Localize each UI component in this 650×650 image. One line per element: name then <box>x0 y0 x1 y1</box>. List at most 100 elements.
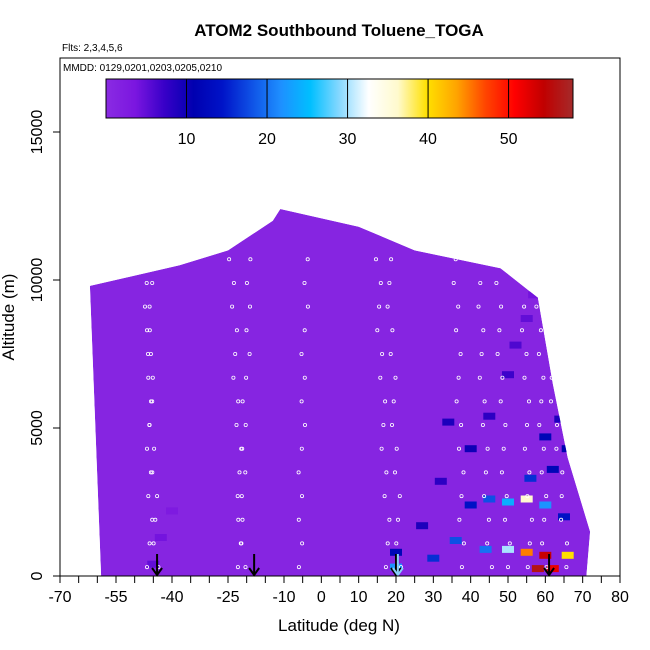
surface-marker-arrow <box>543 554 555 577</box>
sample-point <box>146 375 151 380</box>
sample-point <box>542 517 547 522</box>
sample-point <box>549 399 554 404</box>
sample-point <box>394 446 399 451</box>
surface-marker-arrow <box>392 554 404 577</box>
sample-point <box>150 375 155 380</box>
curtain-cell <box>558 513 570 521</box>
sample-point <box>564 565 569 570</box>
sample-point <box>482 494 487 499</box>
sample-point <box>544 328 549 333</box>
sample-point <box>148 399 153 404</box>
y-tick-label: 10000 <box>29 258 46 303</box>
sample-point <box>480 422 485 427</box>
x-axis-label: Latitude (deg N) <box>278 616 400 635</box>
sample-point <box>231 280 236 285</box>
sample-point <box>147 541 152 546</box>
sample-point <box>152 446 157 451</box>
sample-point <box>296 565 301 570</box>
sample-point <box>234 328 239 333</box>
sample-point <box>393 375 398 380</box>
colorbar: 10 20 30 40 50 <box>105 78 574 148</box>
sample-point <box>519 257 524 262</box>
curtain-cell <box>464 501 477 509</box>
x-tick-label: 0 <box>317 589 326 606</box>
sample-point <box>247 304 252 309</box>
curtain-cell <box>479 545 492 553</box>
sample-point <box>230 304 235 309</box>
y-tick-label: 15000 <box>29 110 46 155</box>
sample-point <box>507 541 512 546</box>
chart-title: ATOM2 Southbound Toluene_TOGA <box>194 21 484 40</box>
sample-point <box>144 280 149 285</box>
sample-point <box>148 470 153 475</box>
sample-point <box>477 375 482 380</box>
sample-point <box>239 494 244 499</box>
sample-point <box>489 565 494 570</box>
sample-point <box>302 375 307 380</box>
curtain-cell <box>483 495 496 503</box>
sample-point <box>383 399 388 404</box>
sample-point <box>536 280 541 285</box>
sample-point <box>536 351 541 356</box>
sample-point <box>565 541 570 546</box>
sample-point <box>144 565 149 570</box>
curtain-cell <box>539 551 552 559</box>
sample-point <box>550 351 555 356</box>
sample-point <box>559 494 564 499</box>
y-tick-label: 5000 <box>29 410 46 446</box>
sample-point <box>233 351 238 356</box>
curtain-cell <box>502 545 514 553</box>
sample-point <box>555 422 560 427</box>
sample-point <box>502 517 507 522</box>
sample-point <box>243 565 248 570</box>
sample-point <box>527 399 532 404</box>
sample-point <box>541 375 546 380</box>
sample-point <box>385 304 390 309</box>
sample-point <box>244 328 249 333</box>
sample-point <box>243 422 248 427</box>
sample-point <box>524 280 529 285</box>
sample-point <box>150 399 155 404</box>
sample-point <box>499 470 504 475</box>
sample-point <box>300 541 305 546</box>
sample-point <box>494 280 499 285</box>
sample-point <box>373 257 378 262</box>
sample-point <box>142 304 147 309</box>
sample-point <box>459 422 464 427</box>
sample-point <box>479 351 484 356</box>
sample-point <box>382 494 387 499</box>
sample-point <box>522 446 527 451</box>
sample-point <box>456 446 461 451</box>
sample-point <box>537 422 542 427</box>
sample-point <box>240 517 245 522</box>
sample-point <box>147 304 152 309</box>
sample-point <box>544 494 549 499</box>
sample-point <box>505 565 510 570</box>
curtain-cell <box>390 548 402 556</box>
sample-point <box>499 304 504 309</box>
sample-point <box>305 304 310 309</box>
curtain-cell <box>524 474 537 482</box>
sample-point <box>483 470 488 475</box>
curtain-cell <box>464 445 477 453</box>
x-tick-label: 40 <box>462 589 480 606</box>
sample-point <box>378 280 383 285</box>
sample-point <box>539 470 544 475</box>
sample-point <box>299 446 304 451</box>
curtain-cell <box>483 412 496 420</box>
sample-point <box>146 257 151 262</box>
sample-point <box>497 328 502 333</box>
sample-point <box>539 399 544 404</box>
sample-point <box>504 494 509 499</box>
x-tick-label: 10 <box>350 589 368 606</box>
sample-point <box>485 541 490 546</box>
sample-point <box>302 422 307 427</box>
y-tick-label: 0 <box>29 571 46 580</box>
curtain-cell <box>561 445 574 453</box>
x-tick-label: -25 <box>216 589 239 606</box>
curtain-cell <box>166 507 178 515</box>
sample-point <box>146 494 151 499</box>
sample-point <box>397 494 402 499</box>
sample-point <box>456 375 461 380</box>
